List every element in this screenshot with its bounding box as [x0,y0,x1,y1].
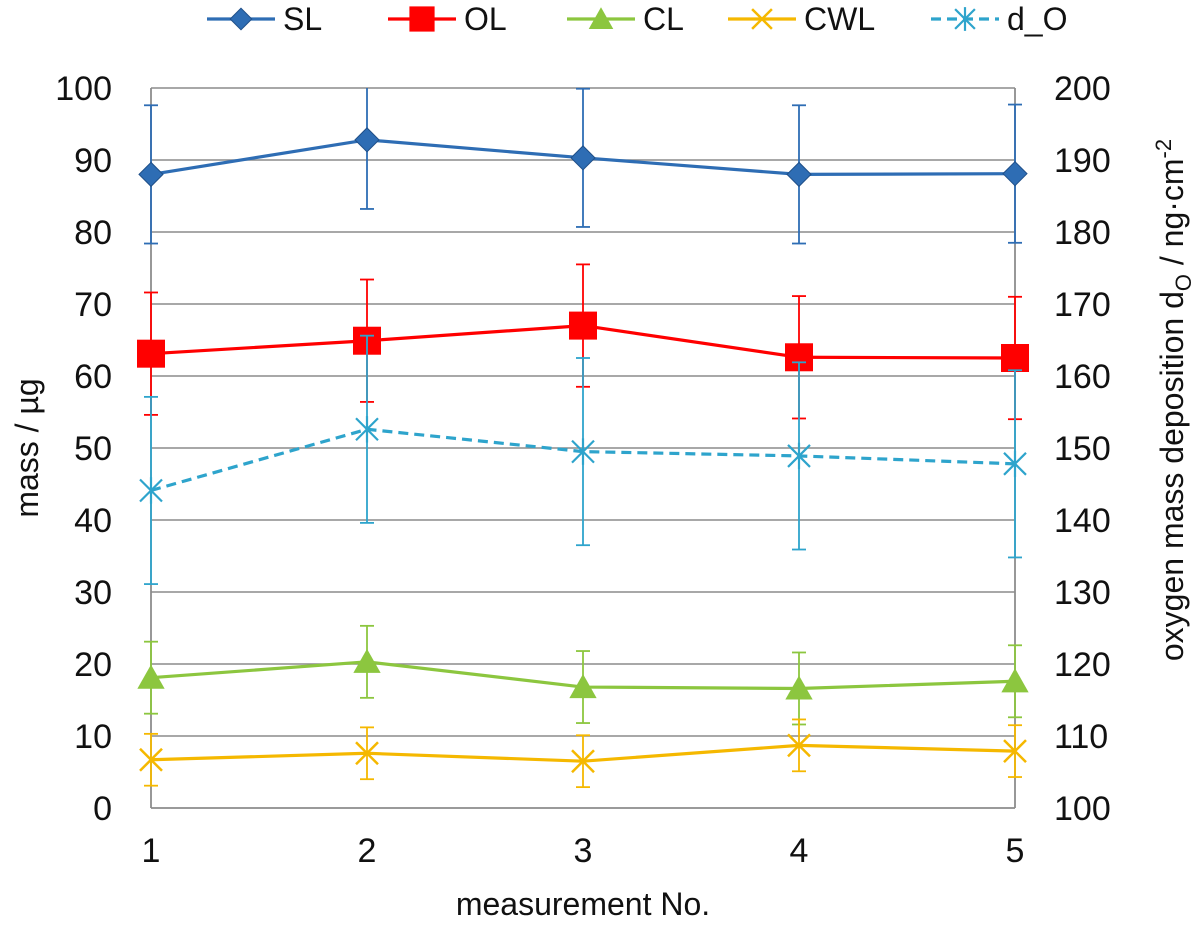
y-tick-label: 60 [74,358,112,396]
y2-tick-label: 100 [1054,790,1111,828]
y2-axis-title-main: oxygen mass deposition d [1154,291,1190,661]
legend-label-cwl: CWL [804,1,875,37]
legend-item-sl: SL [207,1,322,37]
y2-tick-label: 130 [1054,574,1111,612]
y2-axis-title-sub: O [1171,274,1196,291]
x-tick-label: 4 [790,832,809,870]
y-tick-label: 90 [74,142,112,180]
y-tick-label: 100 [55,70,112,108]
series-sl [138,87,1028,245]
series-ol [137,263,1029,421]
y2-tick-label: 200 [1054,70,1111,108]
y-tick-label: 20 [74,646,112,684]
y-tick-label: 40 [74,502,112,540]
y2-tick-label: 120 [1054,646,1111,684]
legend-label-ol: OL [464,1,507,37]
legend-marker-cl [588,7,614,29]
legend-marker-cwl [751,8,773,30]
legend-label-cl: CL [643,1,684,37]
data-point-ol [1001,344,1029,372]
data-point-d-o [355,416,379,443]
data-point-sl [570,145,596,171]
data-point-sl [138,161,164,188]
data-point-cwl [139,747,163,772]
data-point-d-o [1003,450,1027,478]
data-point-cl [137,664,165,689]
legend-item-cwl: CWL [728,1,875,37]
y2-tick-label: 190 [1054,142,1111,180]
data-point-ol [569,311,597,340]
y-tick-label: 10 [74,718,112,756]
y-axis-title: mass / µg [9,378,45,517]
y2-axis-title-unit: / ng·cm [1154,158,1190,274]
y2-tick-label: 160 [1054,358,1111,396]
data-point-sl [1002,160,1028,187]
legend-item-cl: CL [567,1,684,37]
legend-item-d-o: d_O [931,1,1067,37]
data-point-cwl [571,749,595,774]
legend-marker-ol [409,6,435,32]
x-tick-label: 1 [142,832,161,870]
data-point-cl [785,675,813,700]
y-tick-label: 30 [74,574,112,612]
data-point-cwl [355,741,379,766]
y-tick-label: 50 [74,430,112,468]
data-point-cwl [1003,739,1027,764]
legend-marker-sl [229,7,253,31]
data-point-sl [354,127,380,153]
y-tick-label: 80 [74,214,112,252]
data-point-cl [353,648,381,673]
y2-tick-label: 170 [1054,286,1111,324]
data-point-ol [137,339,165,368]
legend-item-ol: OL [388,1,507,37]
series-layer [137,87,1029,789]
legend-label-sl: SL [283,1,322,37]
legend: SL OL CL CWL d_O [207,1,1067,37]
y2-tick-label: 110 [1054,718,1108,756]
data-point-d-o [139,477,163,504]
data-point-d-o [787,442,811,470]
legend-marker-d-o [954,7,976,31]
y2-tick-label: 180 [1054,214,1111,252]
data-point-d-o [571,438,595,465]
y2-axis-title: oxygen mass deposition dO / ng·cm-2 [1151,139,1196,661]
y-tick-label: 70 [74,286,112,324]
x-tick-label: 2 [358,832,377,870]
series-d-o [139,334,1027,585]
legend-label-d-o: d_O [1007,1,1067,37]
series-cwl [139,718,1027,789]
y2-tick-label: 150 [1054,430,1111,468]
x-tick-label: 3 [574,832,593,870]
data-point-cl [569,674,597,699]
data-point-cl [1001,668,1029,693]
series-cl [137,624,1029,726]
y-tick-label: 0 [93,790,112,828]
data-point-sl [786,161,812,188]
y2-tick-label: 140 [1054,502,1111,540]
x-axis-title: measurement No. [456,886,710,922]
x-tick-label: 5 [1006,832,1025,870]
data-point-cwl [787,733,811,758]
y2-axis-title-sup: -2 [1151,139,1176,159]
